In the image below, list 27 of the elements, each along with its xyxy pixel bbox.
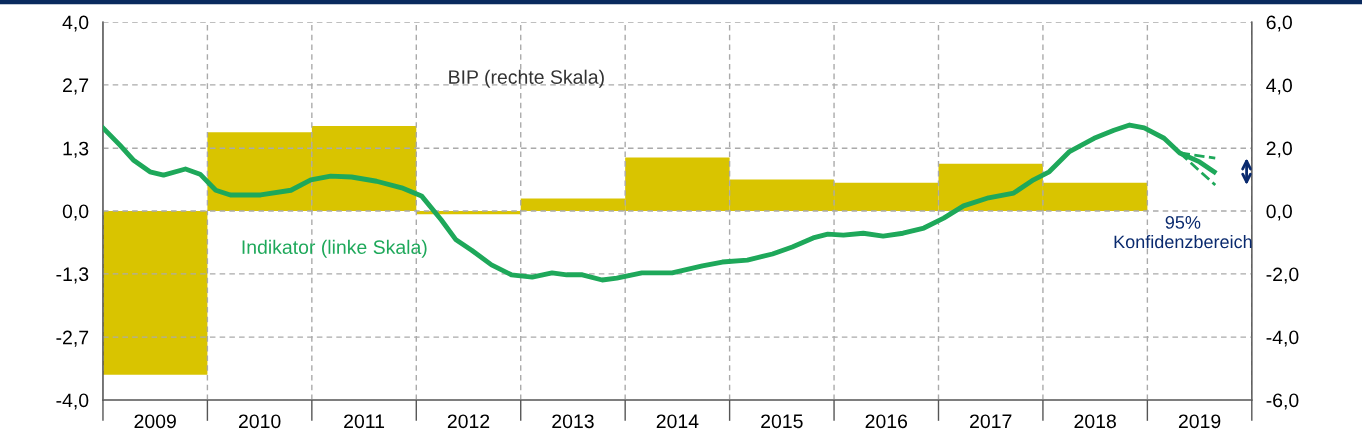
x-tick-label: 2009 — [134, 414, 176, 429]
y-tick-label: -1,3 — [56, 267, 89, 284]
x-tick-label: 2019 — [1178, 414, 1221, 429]
y2-tick-label: -6,0 — [1266, 393, 1299, 410]
x-tick-label: 2017 — [970, 414, 1012, 429]
y-tick-label: 0,0 — [62, 204, 89, 221]
y-tick-label: -2,7 — [56, 330, 89, 347]
x-tick-label: 2013 — [552, 414, 594, 429]
x-tick-label: 2012 — [447, 414, 490, 429]
y-tick-label: 4,0 — [62, 15, 89, 32]
x-tick-label: 2016 — [865, 414, 908, 429]
y2-tick-label: -4,0 — [1266, 330, 1299, 347]
x-tick-label: 2015 — [761, 414, 803, 429]
y-tick-label: 2,7 — [63, 78, 89, 95]
x-tick-label: 2011 — [344, 414, 385, 429]
y2-tick-label: 6,0 — [1266, 15, 1292, 32]
x-tick-label: 2010 — [238, 414, 281, 429]
y-tick-label: -4,0 — [56, 393, 89, 410]
x-tick-label: 2018 — [1074, 414, 1116, 429]
text: BIP (rechte Skala) — [449, 69, 604, 88]
y2-tick-label: 0,0 — [1266, 204, 1292, 221]
y2-tick-label: -2,0 — [1266, 267, 1299, 284]
x-tick-label: 2014 — [656, 414, 699, 429]
y-tick-label: 1,3 — [63, 141, 89, 158]
series-label: Indikator (linke Skala) — [242, 239, 427, 258]
y2-tick-label: 4,0 — [1266, 78, 1292, 95]
y2-tick-label: 2,0 — [1266, 141, 1292, 158]
